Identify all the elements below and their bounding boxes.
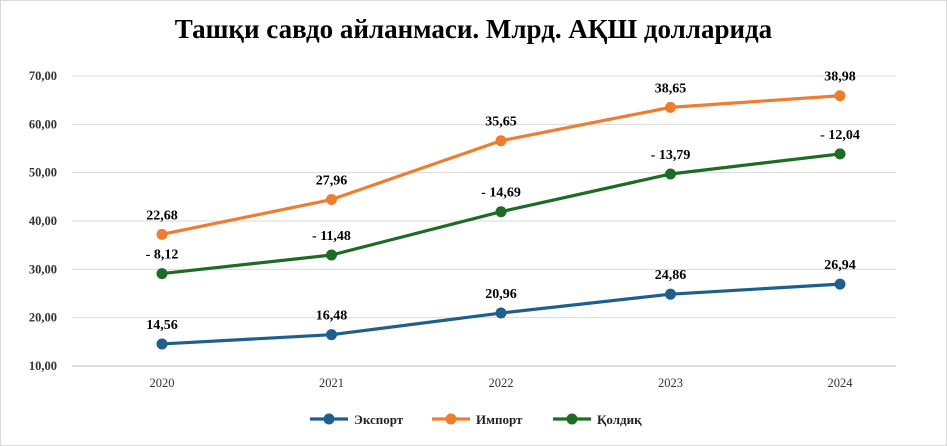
data-point — [326, 194, 337, 206]
y-tick-label: 50,00 — [29, 166, 57, 180]
y-tick-label: 10,00 — [29, 359, 57, 373]
legend-label: Қолдиқ — [597, 412, 642, 427]
legend-label: Экспорт — [354, 412, 404, 427]
y-tick-label: 20,00 — [29, 311, 57, 325]
legend-label: Импорт — [476, 412, 523, 427]
legend-marker-2 — [445, 413, 457, 425]
data-point — [665, 168, 676, 180]
legend-marker-1 — [323, 413, 335, 425]
data-label: 22,68 — [146, 208, 178, 223]
x-tick-label: 2022 — [489, 376, 514, 390]
data-label: - 14,69 — [481, 186, 521, 201]
data-point — [834, 90, 846, 102]
data-point — [326, 249, 337, 261]
data-label: - 13,79 — [651, 148, 691, 163]
x-tick-label: 2024 — [828, 376, 854, 390]
data-label: - 12,04 — [820, 128, 860, 143]
y-tick-label: 60,00 — [29, 117, 57, 131]
data-point — [156, 268, 168, 280]
data-label: - 11,48 — [312, 229, 351, 244]
data-label: 26,94 — [824, 258, 856, 273]
data-point — [156, 338, 168, 350]
x-tick-label: 2021 — [319, 376, 344, 390]
data-label: 38,98 — [824, 70, 856, 85]
data-label: 35,65 — [485, 115, 517, 130]
y-tick-label: 40,00 — [29, 214, 57, 228]
data-point — [665, 101, 676, 113]
data-point — [495, 307, 507, 319]
data-label: 16,48 — [316, 309, 348, 324]
x-tick-label: 2023 — [658, 376, 683, 390]
data-label: - 8,12 — [146, 248, 179, 263]
data-point — [326, 329, 337, 341]
data-point — [495, 135, 507, 147]
legend-marker-3 — [566, 413, 578, 425]
x-tick-label: 2020 — [150, 376, 175, 390]
y-tick-label: 70,00 — [29, 69, 57, 83]
data-label: 20,96 — [485, 287, 517, 302]
data-label: 27,96 — [316, 174, 348, 189]
chart-title: Ташқи савдо айланмаси. Млрд. АҚШ доллари… — [174, 14, 773, 44]
data-point — [665, 288, 676, 300]
y-tick-label: 30,00 — [29, 262, 57, 276]
data-label: 38,65 — [655, 81, 687, 96]
data-point — [834, 148, 846, 160]
data-label: 14,56 — [146, 318, 178, 333]
data-point — [495, 206, 507, 218]
data-point — [156, 228, 168, 240]
data-label: 24,86 — [655, 268, 687, 283]
data-point — [834, 278, 846, 290]
